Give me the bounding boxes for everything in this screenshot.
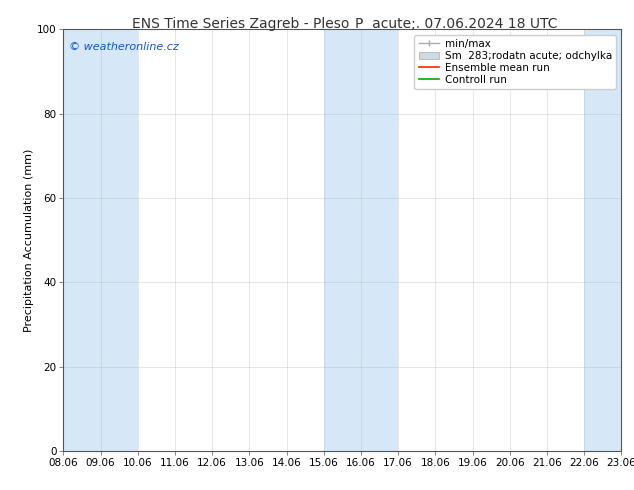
Text: P  acute;. 07.06.2024 18 UTC: P acute;. 07.06.2024 18 UTC: [355, 17, 558, 31]
Bar: [63, 29, 138, 451]
Bar: [584, 29, 634, 451]
Legend: min/max, Sm  283;rodatn acute; odchylka, Ensemble mean run, Controll run: min/max, Sm 283;rodatn acute; odchylka, …: [415, 35, 616, 89]
Text: © weatheronline.cz: © weatheronline.cz: [69, 42, 179, 52]
Text: ENS Time Series Zagreb - Pleso: ENS Time Series Zagreb - Pleso: [133, 17, 349, 31]
Bar: [324, 29, 398, 451]
Y-axis label: Precipitation Accumulation (mm): Precipitation Accumulation (mm): [24, 148, 34, 332]
